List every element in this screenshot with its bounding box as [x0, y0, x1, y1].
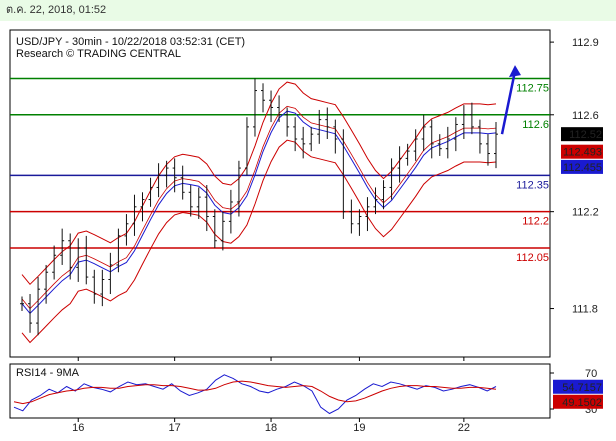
price-tag-112.52: 112.52 [569, 129, 602, 141]
x-tick-22: 22 [458, 422, 470, 434]
price-tag-bg-112.455 [561, 159, 603, 174]
rsi-tag-54.7157: 54.7157 [562, 382, 602, 394]
x-tick-19: 19 [353, 422, 365, 434]
price-tag-112.455: 112.455 [563, 162, 602, 174]
y-tick-112.9: 112.9 [572, 37, 599, 49]
timestamp-bar: ต.ค. 22, 2018, 01:52 [0, 0, 616, 21]
bollinger-mid [21, 105, 497, 310]
rsi-tag-49.1502: 49.1502 [562, 397, 602, 409]
forecast-arrow-head [509, 65, 521, 78]
x-tick-17: 17 [169, 422, 181, 434]
level-label-112.75: 112.75 [516, 82, 549, 94]
level-label-112.2: 112.2 [522, 216, 549, 228]
timestamp-text: ต.ค. 22, 2018, 01:52 [6, 4, 107, 16]
price-tag-bg-112.493 [561, 144, 603, 159]
level-label-112.6: 112.6 [522, 119, 549, 131]
level-label-112.05: 112.05 [516, 252, 549, 264]
price-tag-bg-112.52 [561, 127, 603, 142]
rsi-tick-70: 70 [585, 368, 597, 380]
chart-subtitle: Research © TRADING CENTRAL [16, 48, 181, 60]
x-tick-16: 16 [72, 422, 84, 434]
bollinger-lower [21, 139, 497, 344]
y-tick-111.8: 111.8 [572, 304, 598, 316]
y-tick-112.6: 112.6 [572, 110, 599, 122]
moving-average-line [21, 110, 497, 315]
x-tick-18: 18 [265, 422, 277, 434]
rsi-tag-bg-54.7157 [553, 379, 603, 394]
bollinger-upper [21, 81, 497, 286]
price-tag-112.493: 112.493 [563, 147, 602, 159]
rsi-ma-line [13, 380, 497, 405]
level-label-112.35: 112.35 [516, 179, 549, 191]
rsi-tag-bg-49.1502 [553, 394, 603, 409]
main-plot-area [9, 29, 551, 358]
rsi-plot-area [9, 363, 551, 419]
y-tick-112.2: 112.2 [572, 207, 599, 219]
forecast-arrow-shaft [500, 70, 517, 135]
rsi-title: RSI14 - 9MA [16, 367, 80, 379]
chart-title: USD/JPY - 30min - 10/22/2018 03:52:31 (C… [16, 36, 245, 48]
